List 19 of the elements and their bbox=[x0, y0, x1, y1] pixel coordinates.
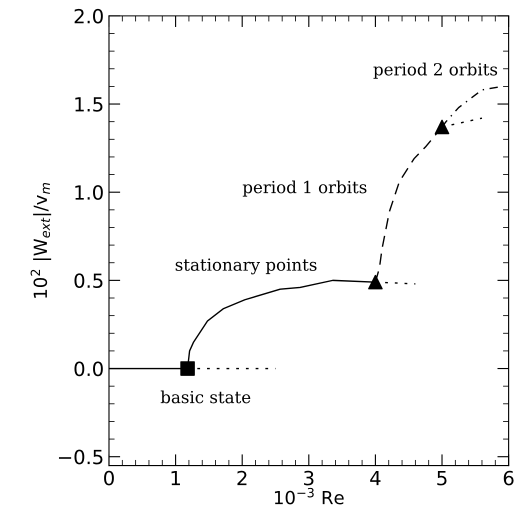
y-tick-label: 0.5 bbox=[74, 273, 102, 288]
y-tick-label: 0.0 bbox=[74, 361, 103, 376]
y-tick-label: −0.5 bbox=[58, 450, 102, 464]
annotation: period 2 orbits bbox=[373, 62, 498, 79]
annotation: stationary points bbox=[176, 258, 317, 274]
x-tick-label: 2 bbox=[237, 470, 246, 486]
y-axis-title: 10$^{2}$ |W$_{ext}$|/v$_{m}$ bbox=[30, 183, 52, 298]
x-tick-label: 6 bbox=[504, 470, 514, 486]
annotation: period 1 orbits bbox=[242, 180, 366, 197]
x-tick-label: 1 bbox=[172, 470, 180, 486]
x-tick-label: 5 bbox=[437, 470, 446, 486]
y-tick-label: 1.0 bbox=[75, 185, 103, 200]
x-tick-label: 0 bbox=[104, 470, 114, 486]
annotation: basic state bbox=[160, 390, 250, 404]
y-tick-label: 1.5 bbox=[75, 97, 102, 112]
x-tick-label: 4 bbox=[370, 470, 381, 486]
y-tick-label: 2.0 bbox=[74, 8, 103, 24]
x-axis-title: 10$^{−3}$ Re bbox=[274, 488, 344, 504]
x-tick-label: 3 bbox=[304, 470, 314, 486]
